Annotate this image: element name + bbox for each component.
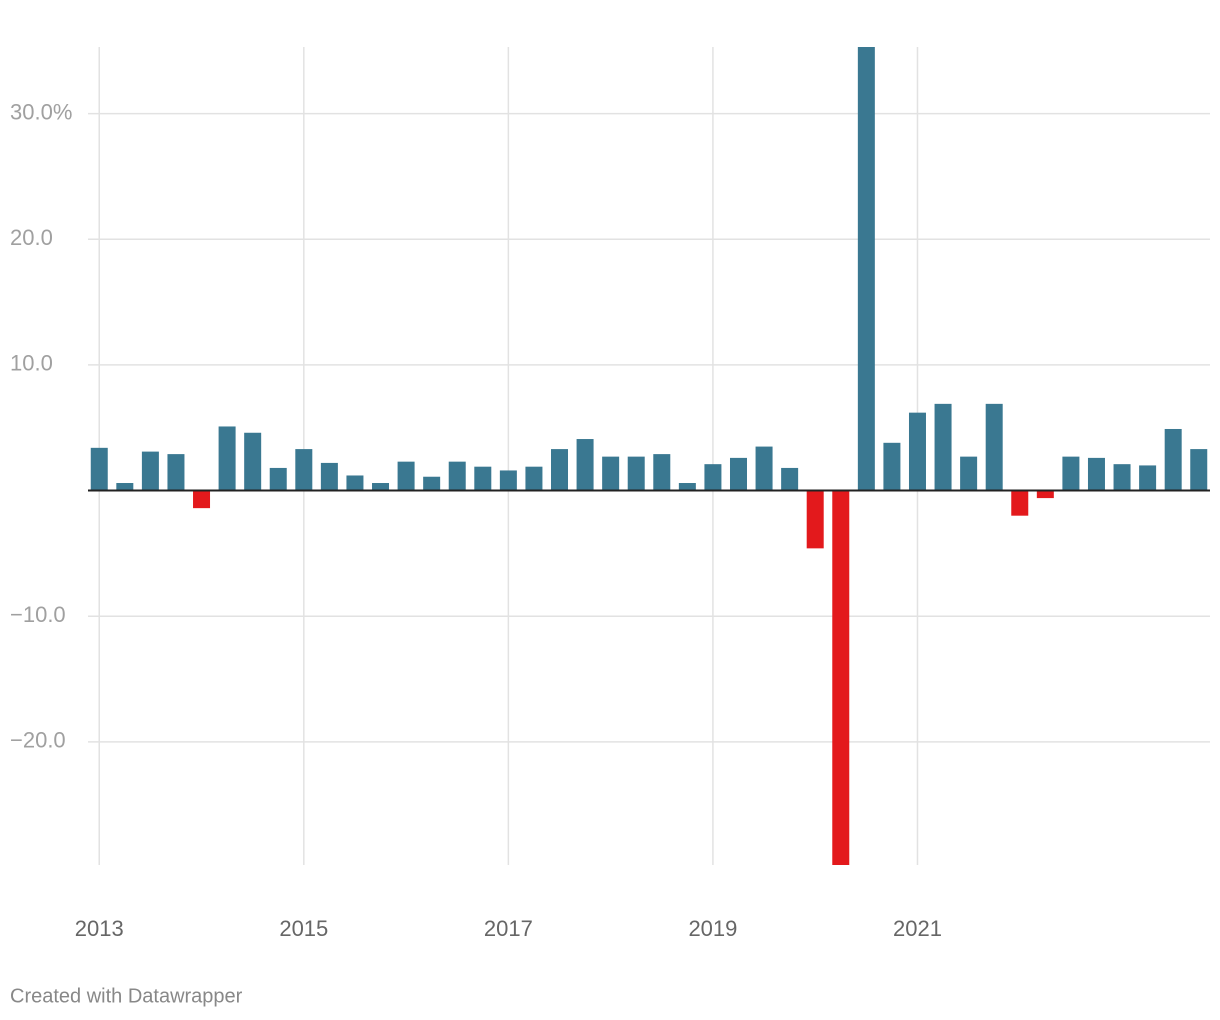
bar <box>1036 490 1054 499</box>
bar <box>985 403 1003 491</box>
x-tick-label: 2019 <box>688 916 737 941</box>
bar <box>499 470 517 491</box>
y-tick-label: 10.0 <box>10 351 53 376</box>
bar <box>423 476 441 491</box>
y-tick-label: −20.0 <box>10 728 66 753</box>
bar <box>525 466 543 491</box>
y-tick-label: 20.0 <box>10 225 53 250</box>
bar <box>1011 490 1029 516</box>
bar <box>448 461 466 491</box>
bar <box>704 464 722 491</box>
bar <box>1062 456 1080 491</box>
x-tick-label: 2017 <box>484 916 533 941</box>
bar <box>576 439 594 491</box>
bar <box>320 462 338 491</box>
bar <box>346 475 364 491</box>
bar <box>193 490 211 509</box>
bar <box>218 426 236 491</box>
bar <box>1087 457 1105 491</box>
bar <box>755 446 773 491</box>
bar <box>295 449 313 491</box>
bar <box>934 403 952 491</box>
bar <box>678 483 696 491</box>
bar <box>90 447 108 491</box>
bar <box>781 467 799 491</box>
bar <box>269 467 287 491</box>
bar <box>832 490 850 865</box>
bar <box>857 47 875 491</box>
bar <box>1113 464 1131 491</box>
bar <box>1164 428 1182 491</box>
bar <box>244 432 262 491</box>
bar <box>116 483 134 491</box>
bar <box>1139 465 1157 491</box>
x-tick-label: 2013 <box>75 916 124 941</box>
footer: Created with Datawrapper <box>10 985 243 1007</box>
y-tick-label: 30.0% <box>10 99 72 124</box>
x-tick-label: 2015 <box>279 916 328 941</box>
bar <box>653 454 671 491</box>
bar <box>908 412 926 491</box>
bar <box>397 461 415 491</box>
bar <box>474 466 492 491</box>
bar <box>1190 449 1208 491</box>
bar <box>627 456 645 491</box>
bar <box>883 442 901 491</box>
bar <box>141 451 159 491</box>
bar <box>372 483 390 491</box>
bar <box>167 454 185 491</box>
bar <box>551 449 569 491</box>
bar <box>806 490 824 549</box>
bar <box>602 456 620 491</box>
y-tick-label: −10.0 <box>10 602 66 627</box>
bar <box>729 457 747 491</box>
bar <box>960 456 978 491</box>
x-tick-label: 2021 <box>893 916 942 941</box>
